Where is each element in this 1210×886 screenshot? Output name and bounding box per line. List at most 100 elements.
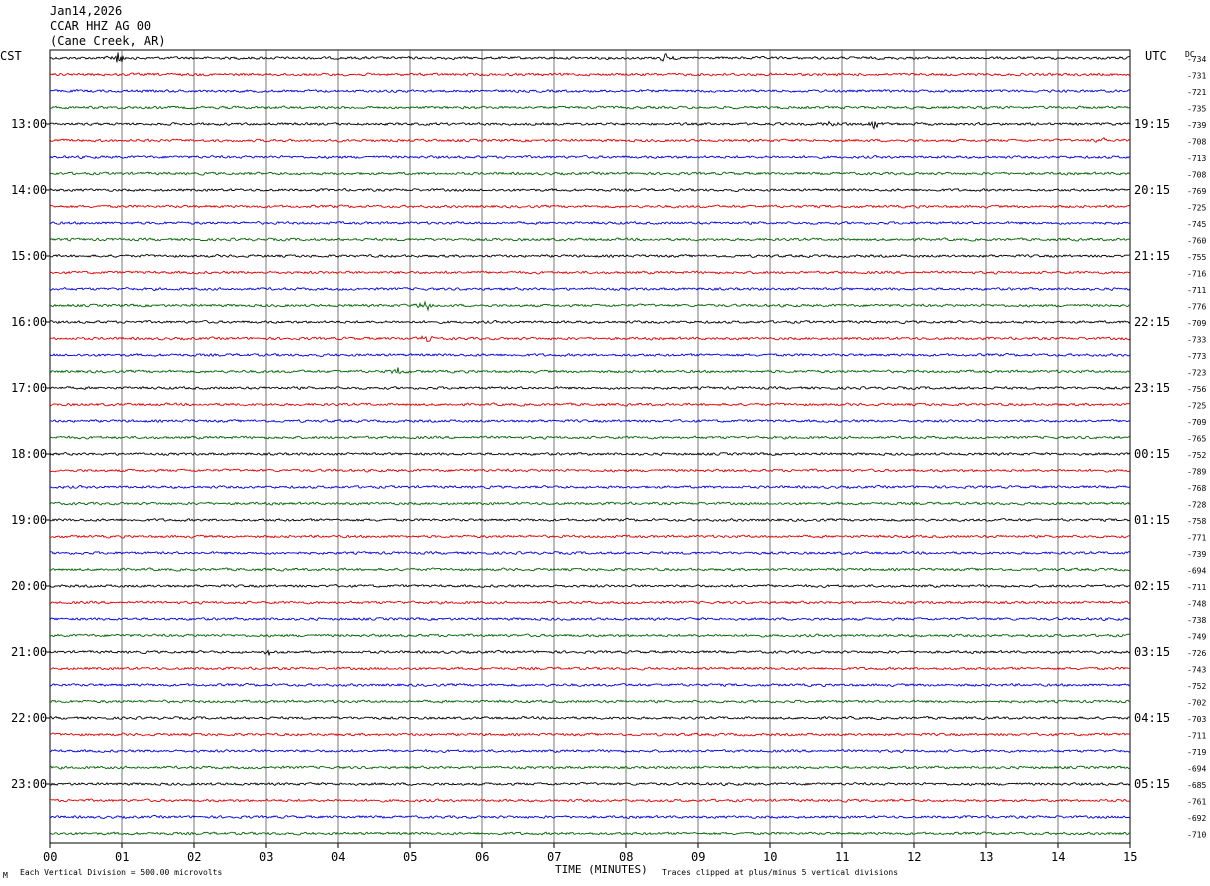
seismic-trace-11 — [49, 237, 1131, 242]
dc-offset-label: -761 — [1187, 798, 1206, 807]
seismic-trace-13 — [49, 270, 1131, 275]
x-axis-title: TIME (MINUTES) — [555, 863, 648, 876]
dc-offset-label: -716 — [1187, 270, 1206, 279]
left-timezone-label: CST — [0, 49, 22, 63]
seismic-trace-41 — [49, 732, 1131, 737]
x-tick-label: 13 — [979, 850, 993, 864]
dc-offset-label: -771 — [1187, 534, 1206, 543]
seismic-trace-20 — [49, 385, 1131, 390]
dc-offset-label: -748 — [1187, 600, 1206, 609]
dc-offset-label: -726 — [1187, 649, 1206, 658]
seismic-trace-39 — [49, 699, 1131, 704]
dc-offset-label: -723 — [1187, 369, 1206, 378]
seismic-trace-36 — [49, 649, 1131, 656]
seismic-trace-14 — [49, 287, 1131, 292]
left-hour-label: 21:00 — [11, 645, 47, 659]
seismic-trace-40 — [49, 715, 1131, 721]
right-hour-label: 03:15 — [1134, 645, 1170, 659]
dc-offset-label: -752 — [1187, 682, 1206, 691]
seismic-trace-0 — [49, 52, 1130, 63]
seismic-trace-34 — [49, 616, 1131, 622]
left-hour-label: 18:00 — [11, 447, 47, 461]
dc-offset-label: -709 — [1187, 319, 1206, 328]
seismic-trace-12 — [49, 253, 1131, 259]
dc-offset-label: -745 — [1187, 220, 1206, 229]
x-tick-label: 03 — [259, 850, 273, 864]
x-tick-label: 10 — [763, 850, 777, 864]
x-tick-label: 08 — [619, 850, 633, 864]
dc-offset-label: -768 — [1187, 484, 1206, 493]
seismic-trace-25 — [49, 468, 1131, 473]
header-date: Jan14,2026 — [50, 4, 123, 18]
seismic-trace-2 — [49, 88, 1131, 94]
seismic-trace-17 — [49, 335, 1131, 343]
seismic-trace-15 — [49, 300, 1131, 312]
seismic-trace-7 — [49, 171, 1131, 176]
left-hour-label: 19:00 — [11, 513, 47, 527]
right-hour-label: 00:15 — [1134, 447, 1170, 461]
dc-offset-label: -738 — [1187, 616, 1206, 625]
dc-offset-label: -728 — [1187, 501, 1206, 510]
x-tick-label: 06 — [475, 850, 489, 864]
seismic-trace-5 — [49, 136, 1131, 143]
seismic-trace-1 — [49, 72, 1131, 77]
header-station: CCAR HHZ AG 00 — [50, 19, 152, 33]
dc-offset-label: -685 — [1187, 781, 1206, 790]
dc-offset-label: -773 — [1187, 352, 1206, 361]
seismic-trace-18 — [49, 352, 1131, 357]
seismic-trace-37 — [49, 666, 1131, 671]
seismic-trace-31 — [49, 567, 1131, 572]
dc-offset-label: -703 — [1187, 715, 1206, 724]
x-tick-label: 04 — [331, 850, 345, 864]
x-tick-label: 11 — [835, 850, 849, 864]
left-hour-label: 15:00 — [11, 249, 47, 263]
dc-offset-label: -776 — [1187, 303, 1206, 312]
right-hour-label: 04:15 — [1134, 711, 1170, 725]
seismic-trace-3 — [49, 105, 1131, 110]
right-hour-label: 01:15 — [1134, 513, 1170, 527]
right-hour-label: 05:15 — [1134, 777, 1170, 791]
dc-offset-label: -733 — [1187, 336, 1206, 345]
seismic-trace-16 — [49, 319, 1131, 325]
footer-clip-note: Traces clipped at plus/minus 5 vertical … — [662, 868, 898, 877]
left-hour-label: 14:00 — [11, 183, 47, 197]
corner-mark: M — [3, 871, 8, 880]
seismic-trace-45 — [50, 798, 1131, 803]
dc-offset-label: -711 — [1187, 286, 1206, 295]
x-tick-label: 01 — [115, 850, 129, 864]
trace-layer — [49, 52, 1131, 836]
dc-offset-label: -735 — [1187, 105, 1206, 114]
dc-offset-label: -756 — [1187, 385, 1206, 394]
seismic-trace-24 — [49, 451, 1131, 457]
seismic-trace-38 — [49, 682, 1130, 688]
dc-offset-label: -725 — [1187, 204, 1206, 213]
seismic-trace-10 — [49, 220, 1131, 225]
dc-offset-label: -713 — [1187, 154, 1206, 163]
x-tick-label: 15 — [1123, 850, 1137, 864]
seismic-trace-4 — [49, 120, 1131, 130]
seismic-trace-47 — [49, 831, 1131, 836]
dc-offset-label: -743 — [1187, 666, 1206, 675]
dc-header-label: DC — [1185, 50, 1195, 59]
dc-offset-label: -752 — [1187, 451, 1206, 460]
right-hour-label: 23:15 — [1134, 381, 1170, 395]
seismic-trace-43 — [49, 765, 1131, 770]
dc-offset-label: -692 — [1187, 814, 1206, 823]
seismic-trace-23 — [49, 435, 1131, 440]
right-hour-label: 20:15 — [1134, 183, 1170, 197]
left-hour-label: 17:00 — [11, 381, 47, 395]
dc-offset-label: -755 — [1187, 253, 1206, 262]
dc-offset-label: -710 — [1187, 831, 1206, 840]
x-tick-label: 14 — [1051, 850, 1065, 864]
dc-offset-label: -721 — [1187, 88, 1206, 97]
x-tick-label: 12 — [907, 850, 921, 864]
x-tick-label: 07 — [547, 850, 561, 864]
dc-offset-label: -711 — [1187, 583, 1206, 592]
dc-offset-label: -758 — [1187, 517, 1206, 526]
seismic-trace-8 — [49, 187, 1130, 192]
seismic-trace-33 — [49, 600, 1131, 605]
dc-offset-label: -731 — [1187, 72, 1206, 81]
x-tick-label: 02 — [187, 850, 201, 864]
left-hour-label: 16:00 — [11, 315, 47, 329]
